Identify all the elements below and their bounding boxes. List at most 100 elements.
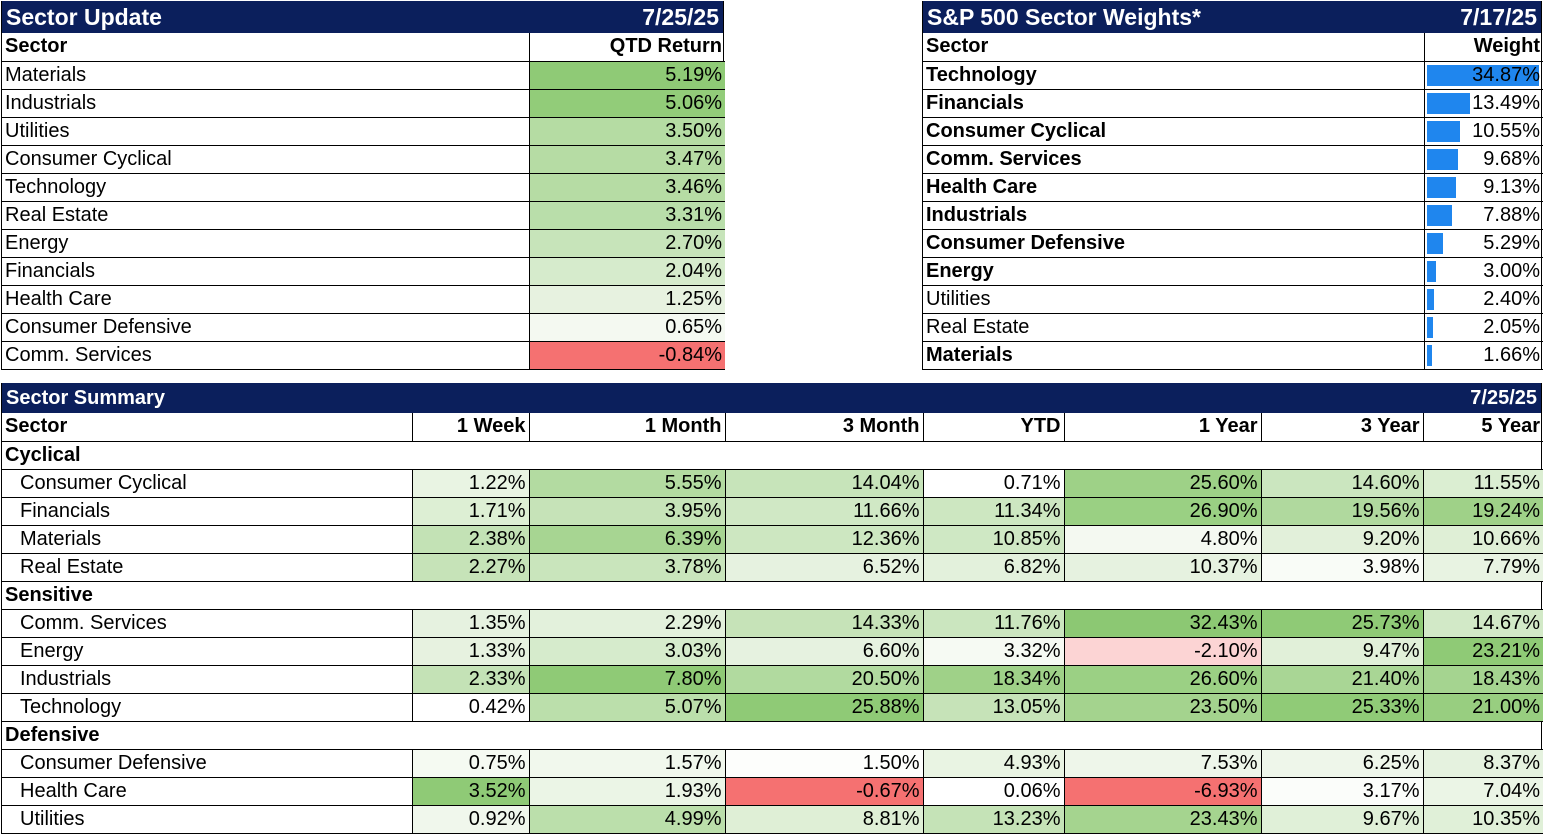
return-value: 0.71% (922, 469, 1064, 498)
sector-name: Utilities (923, 285, 1424, 314)
table-row: Health Care 3.52% 1.93% -0.67% 0.06% -6.93% 3.… (2, 777, 1543, 806)
weight-cell: 3.00% (1423, 257, 1543, 286)
sector-name: Financials (2, 257, 529, 286)
return-value: 1.71% (411, 497, 529, 526)
sector-summary-panel: Sector Summary 7/25/25 Sector 1 Week 1 Mon… (1, 383, 1543, 834)
table-row: Consumer Defensive 5.29% (923, 229, 1543, 258)
return-value: 25.33% (1260, 693, 1423, 722)
sector-name: Energy (2, 637, 412, 666)
sector-name: Financials (2, 497, 412, 526)
return-value: 14.67% (1422, 609, 1543, 638)
return-value: 5.55% (528, 469, 725, 498)
sector-name: Comm. Services (923, 145, 1424, 174)
weight-bar (1426, 92, 1470, 114)
return-value: 4.99% (528, 805, 725, 834)
return-value: 1.22% (411, 469, 529, 498)
sector-name: Industrials (2, 89, 529, 118)
return-value: 20.50% (724, 665, 923, 694)
return-value: 25.88% (724, 693, 923, 722)
weight-cell: 10.55% (1423, 117, 1543, 146)
table-row: Energy 3.00% (923, 257, 1543, 286)
qtd-return-value: 3.50% (528, 117, 725, 146)
table-row: Technology 0.42% 5.07% 25.88% 13.05% 23.50% 25… (2, 693, 1543, 722)
sector-name: Comm. Services (2, 341, 529, 370)
weight-cell: 9.68% (1423, 145, 1543, 174)
weight-bar (1426, 176, 1456, 198)
return-value: 26.60% (1063, 665, 1261, 694)
weight-bar (1426, 204, 1452, 226)
table-row: Industrials 5.06% (2, 89, 725, 118)
sector-update-table: Sector QTD Return Materials 5.19% Industri… (2, 33, 725, 370)
return-value: 3.78% (528, 553, 725, 582)
weight-bar (1426, 344, 1432, 366)
sector-summary-header: Sector Summary 7/25/25 (2, 383, 1541, 413)
return-value: 18.43% (1422, 665, 1543, 694)
weight-bar (1426, 148, 1458, 170)
return-value: -6.93% (1063, 777, 1261, 806)
return-value: 6.39% (528, 525, 725, 554)
return-value: 3.95% (528, 497, 725, 526)
qtd-return-value: 0.65% (528, 313, 725, 342)
return-value: 11.55% (1422, 469, 1543, 498)
weight-cell: 13.49% (1423, 89, 1543, 118)
sector-name: Health Care (2, 777, 412, 806)
qtd-return-value: 5.06% (528, 89, 725, 118)
weight-value: 2.40% (1483, 287, 1540, 310)
return-value: 6.52% (724, 553, 923, 582)
sector-name: Industrials (923, 201, 1424, 230)
qtd-return-value: 2.70% (528, 229, 725, 258)
weight-bar (1426, 260, 1437, 282)
table-row: Real Estate 2.05% (923, 313, 1543, 342)
sector-name: Consumer Defensive (2, 749, 412, 778)
return-value: 7.79% (1422, 553, 1543, 582)
table-row: Utilities 3.50% (2, 117, 725, 146)
return-value: 10.37% (1063, 553, 1261, 582)
return-value: 4.80% (1063, 525, 1261, 554)
return-value: 5.07% (528, 693, 725, 722)
weight-cell: 7.88% (1423, 201, 1543, 230)
return-value: 1.57% (528, 749, 725, 778)
col-5-year: 5 Year (1422, 413, 1543, 442)
return-value: 9.67% (1260, 805, 1423, 834)
qtd-return-value: 2.04% (528, 257, 725, 286)
return-value: 7.53% (1063, 749, 1261, 778)
table-row: Materials 5.19% (2, 61, 725, 90)
return-value: 0.42% (411, 693, 529, 722)
sector-name: Consumer Cyclical (2, 145, 529, 174)
table-row: Consumer Cyclical 10.55% (923, 117, 1543, 146)
sector-weights-panel: S&P 500 Sector Weights* 7/17/25 Sector W… (922, 1, 1543, 370)
sector-name: Consumer Defensive (923, 229, 1424, 258)
sector-name: Materials (2, 525, 412, 554)
return-value: 9.20% (1260, 525, 1423, 554)
weight-bar (1426, 316, 1434, 338)
return-value: 13.23% (922, 805, 1064, 834)
return-value: 3.32% (922, 637, 1064, 666)
sector-name: Materials (923, 341, 1424, 370)
table-row: Comm. Services -0.84% (2, 341, 725, 370)
sector-name: Utilities (2, 805, 412, 834)
table-row: Industrials 7.88% (923, 201, 1543, 230)
sector-weights-header-row: Sector Weight (923, 33, 1543, 62)
return-value: 0.92% (411, 805, 529, 834)
sector-name: Consumer Defensive (2, 313, 529, 342)
sector-summary-header-row: Sector 1 Week 1 Month 3 Month YTD 1 Year 3 Yea… (2, 413, 1543, 442)
return-value: 19.56% (1260, 497, 1423, 526)
return-value: 23.21% (1422, 637, 1543, 666)
col-weight: Weight (1423, 33, 1543, 62)
return-value: 2.29% (528, 609, 725, 638)
col-1-month: 1 Month (528, 413, 725, 442)
sector-name: Materials (2, 61, 529, 90)
return-value: 10.66% (1422, 525, 1543, 554)
sector-update-panel: Sector Update 7/25/25 Sector QTD Return … (1, 1, 725, 370)
qtd-return-value: -0.84% (528, 341, 725, 370)
table-row: Industrials 2.33% 7.80% 20.50% 18.34% 26.60% 2… (2, 665, 1543, 694)
return-value: -2.10% (1063, 637, 1261, 666)
sector-name: Comm. Services (2, 609, 412, 638)
table-row: Consumer Cyclical 3.47% (2, 145, 725, 174)
sector-name: Utilities (2, 117, 529, 146)
return-value: 2.38% (411, 525, 529, 554)
col-1-week: 1 Week (411, 413, 529, 442)
table-row: Financials 1.71% 3.95% 11.66% 11.34% 26.90% 19… (2, 497, 1543, 526)
return-value: 18.34% (922, 665, 1064, 694)
weight-bar (1426, 288, 1435, 310)
